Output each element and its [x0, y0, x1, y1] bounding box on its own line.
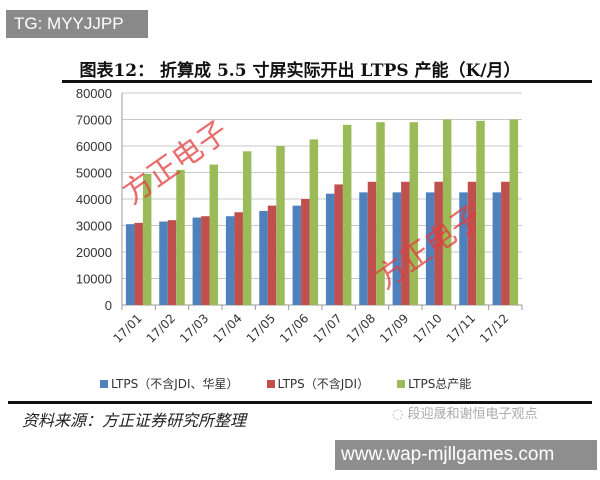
y-tick-label: 0 [105, 298, 112, 313]
x-tick-label: 17/04 [210, 311, 244, 345]
bar-2 [234, 212, 243, 305]
site-label: www.wap-mjllgames.com [335, 440, 597, 470]
y-tick-label: 60000 [76, 139, 112, 154]
bar-3 [509, 119, 519, 305]
bar-3 [409, 122, 419, 306]
bar-3 [242, 151, 252, 305]
bar-3 [476, 120, 485, 305]
bar-3 [176, 169, 185, 305]
bar-3 [209, 164, 219, 305]
bar-3 [276, 146, 285, 305]
wechat-label: 段迎晟和谢恒电子观点 [407, 407, 538, 422]
bar-1 [325, 193, 335, 305]
source-rule [8, 401, 592, 404]
x-tick-label: 17/02 [144, 311, 178, 345]
x-tick-label: 17/09 [377, 311, 411, 345]
y-tick-label: 10000 [76, 272, 112, 287]
bar-1 [225, 216, 235, 305]
x-tick-label: 17/05 [244, 311, 278, 345]
bar-2 [467, 181, 477, 305]
y-tick-label: 70000 [76, 113, 112, 128]
x-tick-label: 17/10 [410, 311, 444, 345]
bar-3 [142, 173, 152, 305]
x-tick-label: 17/03 [177, 311, 211, 345]
legend-item: LTPS总产能 [397, 375, 471, 392]
bar-2 [201, 216, 210, 305]
legend-item: LTPS（不含JDI） [266, 375, 370, 392]
bar-1 [192, 217, 202, 305]
bar-3 [376, 122, 385, 306]
legend-label: LTPS（不含JDI） [277, 377, 370, 391]
bar-2 [167, 220, 177, 305]
y-tick-label: 30000 [76, 219, 112, 234]
bar-2 [367, 181, 377, 305]
bar-2 [301, 199, 310, 305]
bar-1 [459, 192, 468, 305]
bar-2 [401, 181, 410, 305]
bar-chart: 0 10000 20000 30000 40000 50000 60000 70000 8000… [76, 86, 523, 346]
bar-1 [259, 210, 268, 305]
y-tick-label: 50000 [76, 166, 112, 181]
bar-1 [359, 192, 368, 305]
source-note: 资料来源：方正证券研究所整理 [22, 411, 247, 430]
bar-3 [309, 139, 319, 305]
bar-2 [134, 222, 143, 305]
tg-label: TG: MYYJJPP [6, 10, 148, 38]
legend-swatch [397, 380, 406, 388]
bar-1 [492, 192, 502, 305]
bar-1 [125, 224, 135, 305]
legend-swatch [100, 380, 108, 388]
legend-label: LTPS总产能 [408, 377, 472, 391]
y-tick-label: 20000 [76, 245, 112, 260]
x-tick-label: 17/11 [444, 311, 478, 345]
bar-2 [334, 184, 343, 305]
x-tick-label: 17/12 [477, 311, 511, 345]
y-tick-label: 80000 [76, 86, 112, 101]
legend-item: LTPS（不含JDI、华星） [100, 375, 239, 392]
bar-2 [434, 181, 443, 305]
y-tick-label: 40000 [76, 192, 112, 207]
bar-3 [342, 124, 352, 305]
legend-swatch [266, 380, 275, 388]
x-tick-label: 17/08 [344, 311, 378, 345]
figure-title: 图表12： 折算成 5.5 寸屏实际开出 LTPS 产能（K/月） [79, 61, 521, 81]
legend-label: LTPS（不含JDI、华星） [111, 377, 239, 391]
bar-1 [159, 221, 168, 305]
bar-1 [392, 192, 402, 305]
bar-2 [267, 205, 277, 305]
title-rule [62, 80, 592, 83]
bar-1 [292, 205, 302, 305]
wechat-watermark: ◌ 段迎晟和谢恒电子观点 [392, 407, 538, 422]
bar-1 [425, 192, 435, 305]
chart-legend: LTPS（不含JDI、华星） LTPS（不含JDI） LTPS总产能 [100, 375, 471, 392]
x-tick-label: 17/06 [277, 311, 311, 345]
x-tick-label: 17/01 [110, 311, 144, 345]
bar-2 [501, 181, 510, 305]
bar-3 [442, 119, 452, 305]
x-tick-label: 17/07 [310, 311, 344, 345]
